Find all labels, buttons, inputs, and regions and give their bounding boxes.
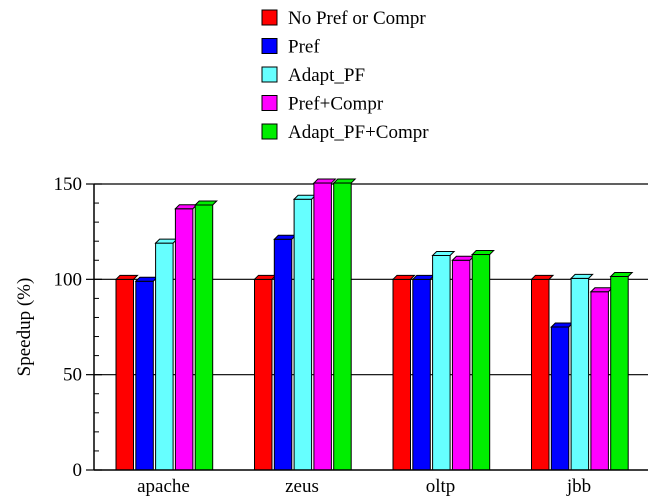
bar-adapt-pf-compr-jbb <box>610 275 629 471</box>
bar-top-adapt-pf-compr-oltp <box>470 250 495 256</box>
bar-top-adapt-pf-jbb <box>569 273 594 279</box>
bar-top-adapt-pf-oltp <box>431 251 456 256</box>
legend-label-no-pref-or-compr: No Pref or Compr <box>288 8 426 29</box>
x-tick-label-apache: apache <box>137 476 190 497</box>
y-tick-label: 0 <box>73 460 83 481</box>
legend-swatch-no-pref-or-compr <box>261 9 278 26</box>
legend-label-adapt-pf: Adapt_PF <box>288 65 365 86</box>
bar-pref-compr-apache <box>174 208 194 471</box>
chart-legend: No Pref or Compr Pref Adapt_PF Pref+Compr Ad… <box>261 8 429 143</box>
bar-top-pref-compr-oltp <box>451 255 476 261</box>
bar-top-pref-compr-jbb <box>589 287 614 293</box>
bar-pref-zeus <box>273 238 293 471</box>
bar-top-pref-jbb <box>550 322 575 328</box>
bar-top-pref-oltp <box>411 274 436 280</box>
bar-adapt-pf-apache <box>155 242 174 471</box>
axes: 0 50 100 150 apache zeus oltp jbb <box>54 174 648 497</box>
x-tick-label-jbb: jbb <box>566 476 591 497</box>
bar-no-pref-or-compr-apache <box>115 278 134 471</box>
bar-adapt-pf-compr-zeus <box>333 182 352 471</box>
legend-swatch-adapt-pf-compr <box>261 123 278 140</box>
bar-top-pref-zeus <box>273 234 298 240</box>
bar-top-pref-apache <box>134 276 159 282</box>
x-tick-label-oltp: oltp <box>426 476 456 497</box>
legend-label-pref: Pref <box>288 37 320 58</box>
bar-top-no-pref-or-compr-jbb <box>530 274 555 280</box>
bar-pref-compr-jbb <box>590 291 609 471</box>
y-axis-label: Speedup (%) <box>14 278 35 377</box>
bar-no-pref-or-compr-jbb <box>531 278 550 471</box>
legend-swatch-adapt-pf <box>261 66 278 83</box>
bar-adapt-pf-compr-oltp <box>471 254 491 471</box>
bar-no-pref-or-compr-zeus <box>254 278 273 471</box>
y-tick-label: 100 <box>54 269 83 290</box>
y-tick-label: 150 <box>54 174 83 195</box>
bar-adapt-pf-jbb <box>570 277 590 471</box>
bar-top-no-pref-or-compr-zeus <box>253 274 278 280</box>
bar-pref-jbb <box>550 326 570 471</box>
bar-pref-apache <box>135 280 154 471</box>
bar-top-adapt-pf-compr-jbb <box>609 271 634 277</box>
bar-top-adapt-pf-compr-zeus <box>332 178 357 184</box>
x-tick-label-zeus: zeus <box>285 476 319 497</box>
bar-pref-compr-zeus <box>313 182 332 471</box>
bar-top-no-pref-or-compr-oltp <box>391 274 416 280</box>
bar-top-pref-compr-apache <box>174 204 199 210</box>
bar-top-adapt-pf-zeus <box>292 194 317 200</box>
bar-pref-oltp <box>412 278 431 471</box>
bar-top-adapt-pf-apache <box>154 238 179 244</box>
y-tick-label: 50 <box>63 365 82 386</box>
legend-swatch-pref <box>261 38 278 54</box>
bar-adapt-pf-oltp <box>432 255 451 471</box>
bar-top-adapt-pf-compr-apache <box>193 200 218 206</box>
legend-swatch-pref-compr <box>261 95 278 111</box>
bar-top-no-pref-or-compr-apache <box>114 274 139 280</box>
legend-label-adapt-pf-compr: Adapt_PF+Compr <box>288 122 429 143</box>
legend-label-pref-compr: Pref+Compr <box>288 94 384 115</box>
bar-no-pref-or-compr-oltp <box>392 278 411 471</box>
bar-adapt-pf-zeus <box>293 198 313 471</box>
bars <box>114 178 634 471</box>
bar-pref-compr-oltp <box>451 259 471 471</box>
bar-adapt-pf-compr-apache <box>194 204 214 471</box>
bar-top-pref-compr-zeus <box>312 178 337 184</box>
